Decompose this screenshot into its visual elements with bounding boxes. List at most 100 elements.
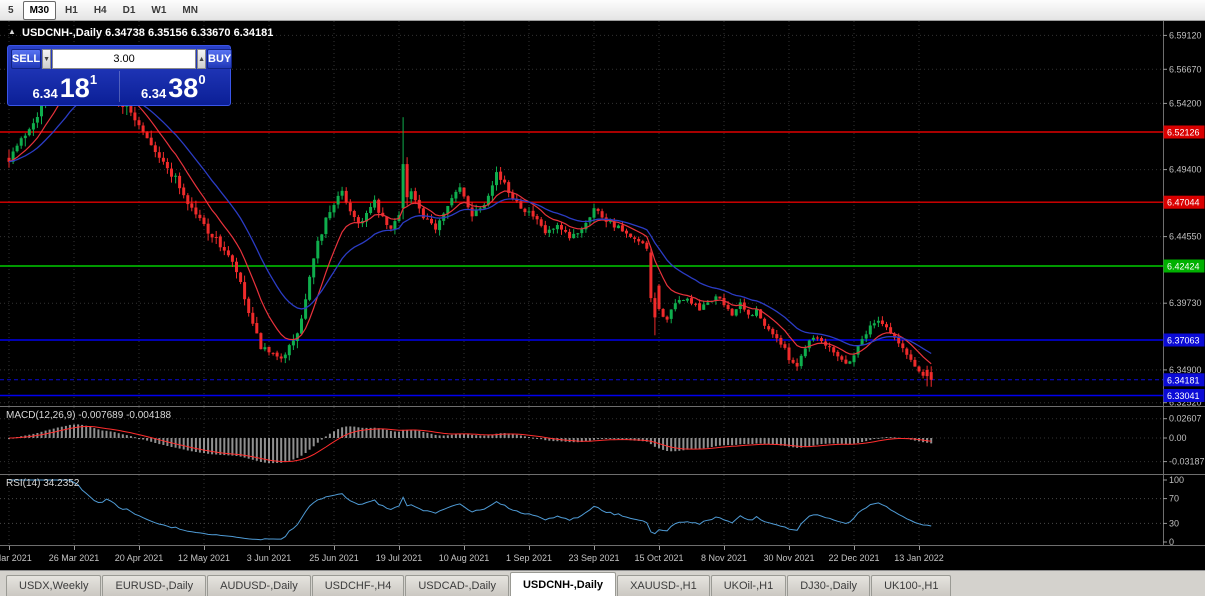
tab-usdx-weekly[interactable]: USDX,Weekly <box>6 575 102 596</box>
tab-xauusd-h1[interactable]: XAUUSD-,H1 <box>617 575 710 596</box>
tab-ukoil-h1[interactable]: UKOil-,H1 <box>710 575 787 596</box>
svg-text:0.02607: 0.02607 <box>1169 414 1202 424</box>
tab-usdcad-daily[interactable]: USDCAD-,Daily <box>405 575 509 596</box>
timeframe-button-5[interactable]: 5 <box>8 4 14 16</box>
date-tick-label: 1 Sep 2021 <box>505 553 553 563</box>
bid-price-prefix: 6.34 <box>32 86 58 101</box>
rsi-chart-canvas[interactable]: 100 70 30 0 <box>0 475 1205 547</box>
svg-text:0: 0 <box>1169 537 1174 545</box>
date-tick-label: 15 Oct 2021 <box>634 553 684 563</box>
one-click-toggle-icon[interactable]: ▲ <box>8 27 16 36</box>
date-tick-label: 13 Jan 2022 <box>894 553 944 563</box>
buy-button[interactable]: BUY <box>207 49 233 69</box>
svg-text:6.59120: 6.59120 <box>1169 30 1202 40</box>
timeframe-button-w1[interactable]: W1 <box>151 4 167 16</box>
svg-text:6.56670: 6.56670 <box>1169 64 1202 74</box>
chart-tabs-bar: USDX,Weekly EURUSD-,Daily AUDUSD-,Daily USD… <box>0 570 1205 596</box>
volume-down-button[interactable]: ▼ <box>42 49 52 69</box>
date-axis[interactable]: 4 Mar 2021 26 Mar 2021 20 Apr 2021 12 May 2… <box>0 546 1205 570</box>
date-tick-label: 20 Apr 2021 <box>114 553 164 563</box>
macd-chart-canvas[interactable]: 0.02607 0.00 -0.03187 <box>0 407 1205 474</box>
macd-label: MACD(12,26,9) -0.007689 -0.004188 <box>6 410 171 422</box>
svg-text:6.54200: 6.54200 <box>1169 98 1202 108</box>
rsi-value: 34.2352 <box>43 478 80 489</box>
date-tick-label: 23 Sep 2021 <box>568 553 620 563</box>
ask-price-big: 38 <box>168 73 199 104</box>
date-tick-mark <box>659 546 660 550</box>
rsi-panel: 100 70 30 0 RSI(14) 34.2352 <box>0 475 1205 547</box>
volume-input[interactable] <box>52 49 197 69</box>
ask-price-prefix: 6.34 <box>140 86 167 101</box>
tab-usdchf-h4[interactable]: USDCHF-,H4 <box>311 575 405 596</box>
tab-usdcnh-daily[interactable]: USDCNH-,Daily <box>509 572 617 596</box>
date-tick-label: 10 Aug 2021 <box>438 553 490 563</box>
tab-audusd-daily[interactable]: AUDUSD-,Daily <box>207 575 311 596</box>
tab-dj30-daily[interactable]: DJ30-,Daily <box>787 575 871 596</box>
date-tick-mark <box>74 546 75 550</box>
bid-price-sup: 1 <box>89 72 98 87</box>
chart-window: 6.59120 6.56670 6.54200 6.49400 6.44550 6.397… <box>0 21 1205 570</box>
chart-symbol-label: USDCNH-,Daily <box>22 27 103 39</box>
panel-separator <box>0 474 1205 475</box>
date-tick-mark <box>204 546 205 550</box>
rsi-label: RSI(14) 34.2352 <box>6 478 79 490</box>
price-panel: 6.59120 6.56670 6.54200 6.49400 6.44550 6.397… <box>0 21 1205 408</box>
rsi-title: RSI(14) <box>6 478 41 489</box>
svg-text:100: 100 <box>1169 475 1184 485</box>
date-tick-mark <box>724 546 725 550</box>
sell-button[interactable]: SELL <box>11 49 42 69</box>
panel-separator <box>0 545 1205 546</box>
macd-panel: 0.02607 0.00 -0.03187 MACD(12,26,9) -0.007… <box>0 407 1205 474</box>
timeframe-button-m30[interactable]: M30 <box>22 0 57 20</box>
bid-price[interactable]: 6.34 18 1 <box>11 71 119 102</box>
date-tick-mark <box>854 546 855 550</box>
ask-price[interactable]: 6.34 38 0 <box>118 71 228 104</box>
svg-text:0.00: 0.00 <box>1169 433 1187 443</box>
date-tick-mark <box>464 546 465 550</box>
bid-price-big: 18 <box>59 73 90 104</box>
svg-text:6.33041: 6.33041 <box>1167 391 1200 401</box>
svg-text:6.49400: 6.49400 <box>1169 165 1202 175</box>
timeframe-button-d1[interactable]: D1 <box>122 4 136 16</box>
date-tick-mark <box>529 546 530 550</box>
tab-eurusd-daily[interactable]: EURUSD-,Daily <box>102 575 207 596</box>
svg-text:6.34900: 6.34900 <box>1169 365 1202 375</box>
ask-price-sup: 0 <box>198 72 206 87</box>
tab-uk100-h1[interactable]: UK100-,H1 <box>871 575 952 596</box>
svg-text:6.42424: 6.42424 <box>1167 262 1200 272</box>
date-tick-label: 12 May 2021 <box>177 553 231 563</box>
date-tick-mark <box>399 546 400 550</box>
volume-up-button[interactable]: ▲ <box>197 49 206 69</box>
chart-title: USDCNH-,Daily 6.34738 6.35156 6.33670 6.… <box>22 27 273 40</box>
date-tick-label: 22 Dec 2021 <box>828 553 880 563</box>
macd-title: MACD(12,26,9) <box>6 410 76 421</box>
date-tick-mark <box>269 546 270 550</box>
svg-text:6.37063: 6.37063 <box>1167 336 1200 346</box>
panel-separator <box>0 406 1205 407</box>
date-tick-label: 30 Nov 2021 <box>763 553 815 563</box>
date-tick-label: 8 Nov 2021 <box>700 553 748 563</box>
date-tick-mark <box>334 546 335 550</box>
svg-text:30: 30 <box>1169 518 1179 528</box>
svg-text:6.34181: 6.34181 <box>1167 375 1200 385</box>
date-tick-label: 26 Mar 2021 <box>48 553 100 563</box>
date-tick-mark <box>789 546 790 550</box>
svg-text:-0.03187: -0.03187 <box>1169 457 1205 467</box>
date-tick-label: 3 Jun 2021 <box>246 553 292 563</box>
date-tick-mark <box>594 546 595 550</box>
svg-text:6.39730: 6.39730 <box>1169 298 1202 308</box>
chart-ohlc-values: 6.34738 6.35156 6.33670 6.34181 <box>105 27 274 39</box>
svg-text:70: 70 <box>1169 494 1179 504</box>
date-tick-label: 19 Jul 2021 <box>375 553 423 563</box>
svg-text:6.52126: 6.52126 <box>1167 128 1200 138</box>
timeframe-button-h1[interactable]: H1 <box>65 4 78 16</box>
timeframe-button-h4[interactable]: H4 <box>93 4 107 16</box>
date-tick-mark <box>919 546 920 550</box>
date-tick-label: 4 Mar 2021 <box>0 553 32 563</box>
price-chart-canvas[interactable]: 6.59120 6.56670 6.54200 6.49400 6.44550 6.397… <box>0 21 1205 408</box>
svg-text:6.32520: 6.32520 <box>1169 398 1202 406</box>
date-tick-mark <box>139 546 140 550</box>
timeframe-button-mn[interactable]: MN <box>182 4 198 16</box>
svg-text:6.47044: 6.47044 <box>1167 198 1200 208</box>
